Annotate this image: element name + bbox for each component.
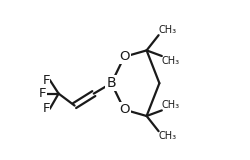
Text: CH₃: CH₃ [162, 56, 180, 66]
Text: F: F [42, 102, 50, 115]
Text: O: O [119, 50, 130, 63]
Text: O: O [119, 103, 130, 116]
Text: F: F [39, 87, 46, 100]
Text: F: F [42, 73, 50, 87]
Text: CH₃: CH₃ [162, 100, 180, 110]
Text: CH₃: CH₃ [158, 25, 177, 35]
Text: CH₃: CH₃ [158, 131, 177, 141]
Text: B: B [106, 76, 116, 90]
